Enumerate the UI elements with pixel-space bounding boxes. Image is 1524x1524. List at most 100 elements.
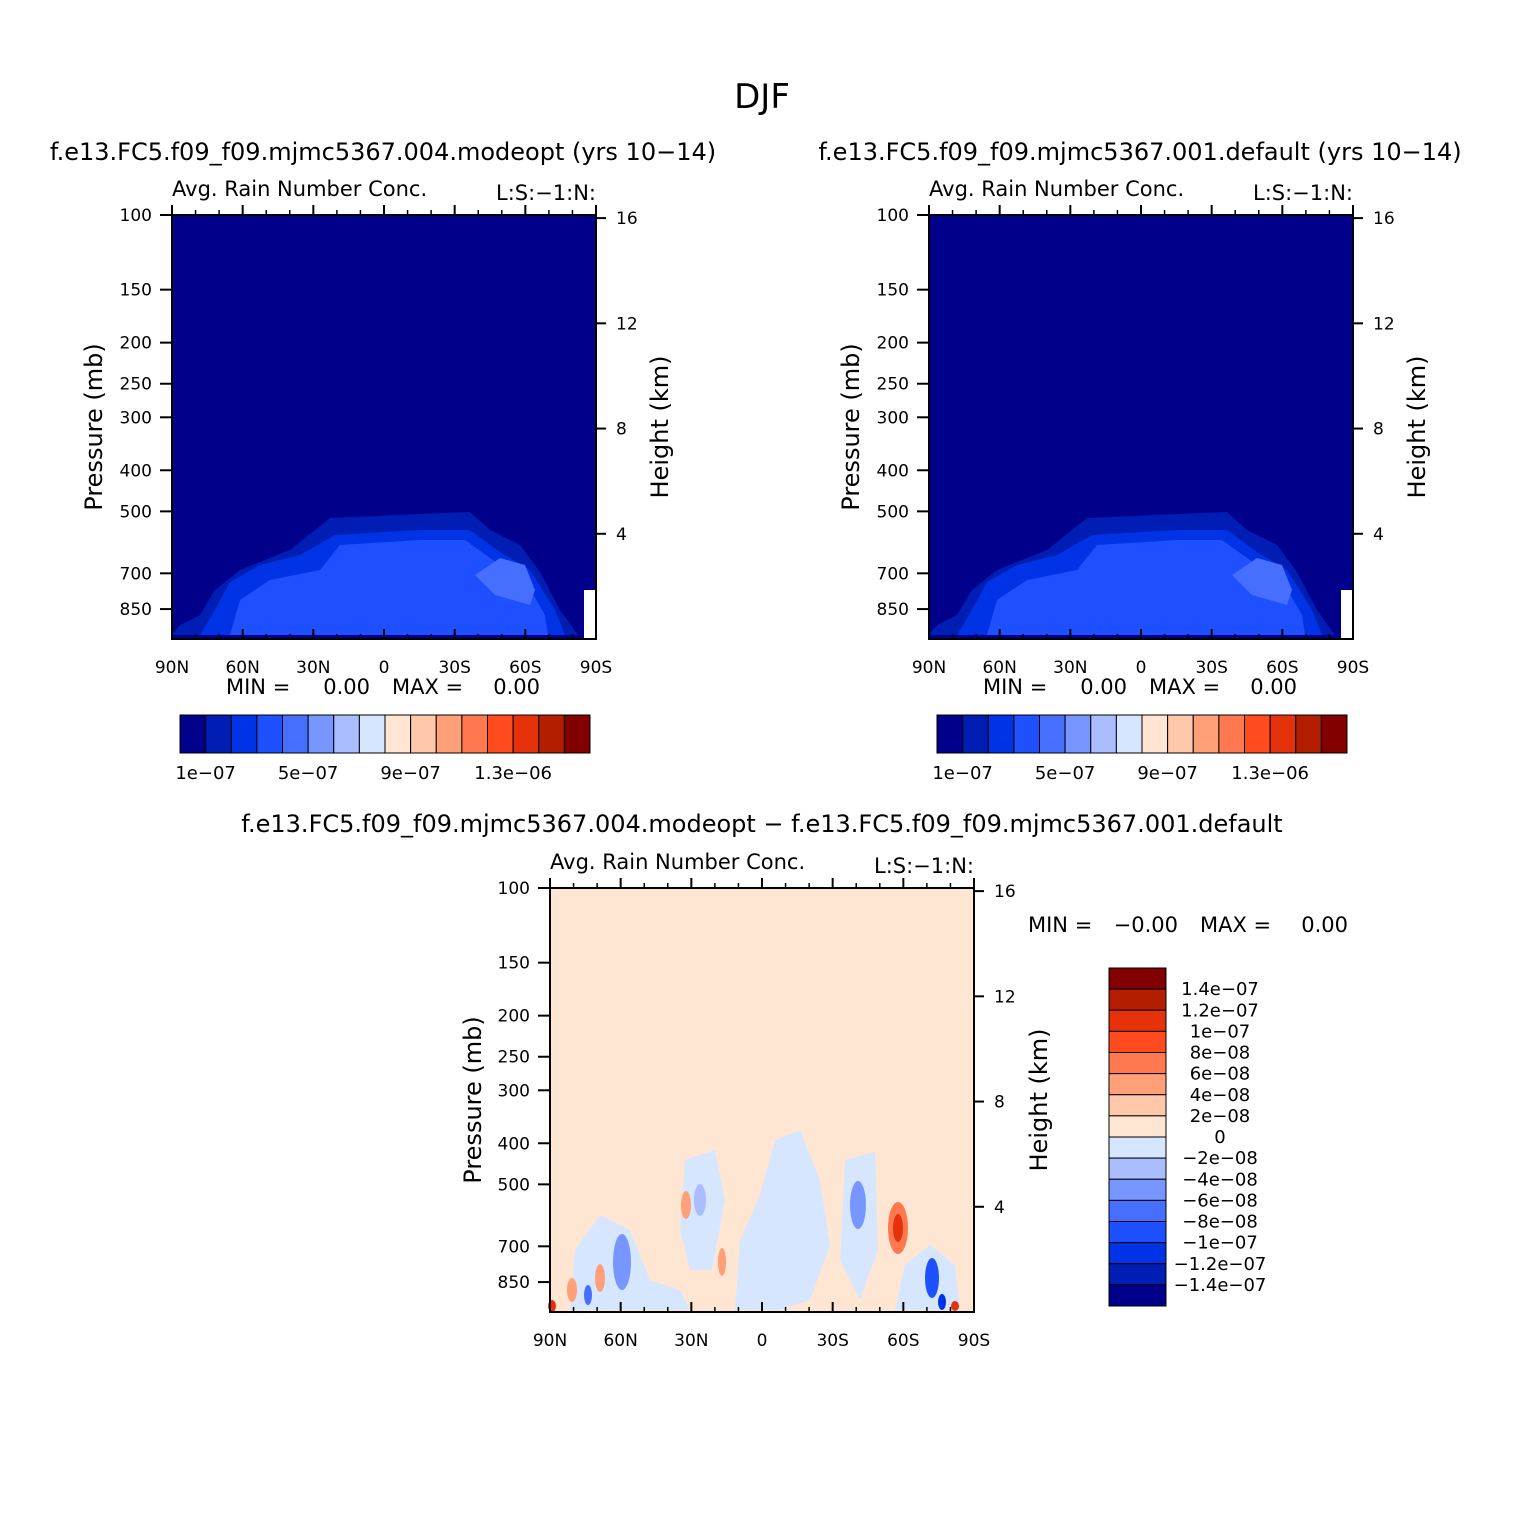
- field-positive-core: [567, 1278, 577, 1302]
- x-tick-label: 30N: [1053, 658, 1087, 678]
- panel-subtitle-left: Avg. Rain Number Conc.: [550, 850, 805, 874]
- colorbar-box: [384, 714, 412, 754]
- y-right-axis-label: Height (km): [646, 356, 674, 499]
- y-right-tick-label: 16: [1373, 209, 1395, 229]
- y-tick-label: 150: [120, 281, 152, 301]
- colorbar-label: 1.3e−06: [474, 763, 552, 784]
- colorbar-box: [1108, 1242, 1167, 1265]
- y-tick-label: 300: [120, 408, 152, 428]
- colorbar-label: −8e−08: [1182, 1212, 1258, 1233]
- max-value: 0.00: [493, 675, 540, 699]
- colorbar-label: 1.4e−07: [1181, 979, 1259, 1000]
- colorbar-box: [512, 714, 540, 754]
- y-tick-label: 500: [498, 1175, 530, 1195]
- colorbar: 1e−07 5e−07 9e−07 1.3e−06: [175, 714, 591, 784]
- y-right-tick-label: 16: [994, 882, 1016, 902]
- y-tick-label: 250: [877, 375, 909, 395]
- colorbar-box: [179, 714, 207, 754]
- field-contour-level-5: [1232, 558, 1292, 605]
- x-tick-label: 60N: [982, 658, 1016, 678]
- figure-title: DJF: [734, 77, 790, 117]
- colorbar-box: [1108, 1199, 1167, 1222]
- colorbar-label: 2e−08: [1190, 1106, 1251, 1127]
- y-right-tick-label: 8: [616, 420, 627, 440]
- x-tick-label: 60S: [509, 658, 541, 678]
- colorbar-box: [1108, 1030, 1167, 1053]
- y-tick-label: 850: [498, 1273, 530, 1293]
- y-tick-label: 400: [498, 1134, 530, 1154]
- colorbar-label: −2e−08: [1182, 1148, 1258, 1169]
- panel-modeopt: f.e13.FC5.f09_f09.mjmc5367.004.modeopt (…: [50, 138, 716, 784]
- y-tick-label: 100: [877, 206, 909, 226]
- colorbar-box: [1269, 714, 1297, 754]
- x-tick-label: 90S: [958, 1331, 990, 1351]
- x-tick-label: 60S: [887, 1331, 919, 1351]
- colorbar-box: [1244, 714, 1271, 754]
- colorbar-label: 8e−08: [1190, 1043, 1251, 1064]
- panel-default: f.e13.FC5.f09_f09.mjmc5367.001.default (…: [818, 138, 1461, 784]
- y-tick-label: 250: [498, 1048, 530, 1068]
- colorbar-box: [256, 714, 283, 754]
- colorbar-box: [205, 714, 232, 754]
- panel-difference: f.e13.FC5.f09_f09.mjmc5367.004.modeopt −…: [241, 810, 1348, 1351]
- x-tick-label: 90N: [533, 1331, 567, 1351]
- colorbar-label: 1e−07: [932, 763, 993, 784]
- panel-title: f.e13.FC5.f09_f09.mjmc5367.004.modeopt −…: [241, 810, 1282, 838]
- colorbar-label: −1.4e−07: [1174, 1275, 1267, 1296]
- y-right-tick-label: 4: [616, 525, 627, 545]
- colorbar-box: [1108, 1284, 1167, 1307]
- colorbar-box: [1108, 1115, 1167, 1138]
- y-tick-label: 850: [877, 600, 909, 620]
- colorbar-box: [1108, 1221, 1167, 1244]
- y-right-tick-label: 8: [1373, 420, 1384, 440]
- colorbar-label: −4e−08: [1182, 1169, 1258, 1190]
- panel-subtitle-right: L:S:−1:N:: [874, 854, 974, 878]
- colorbar: 1.4e−071.2e−071e−078e−086e−084e−082e−080…: [1108, 967, 1267, 1307]
- colorbar-box: [1218, 714, 1245, 754]
- colorbar-box: [962, 714, 989, 754]
- y-tick-label: 400: [120, 461, 152, 481]
- panel-subtitle-right: L:S:−1:N:: [1253, 181, 1353, 205]
- colorbar-box: [1108, 1157, 1167, 1180]
- field-negative-core: [584, 1285, 592, 1305]
- colorbar-box: [1090, 714, 1117, 754]
- colorbar-box: [1108, 1178, 1167, 1201]
- colorbar-box: [435, 714, 463, 754]
- y-right-tick-label: 4: [994, 1198, 1005, 1218]
- field-positive-core: [951, 1301, 959, 1311]
- y-tick-label: 500: [120, 502, 152, 522]
- colorbar-label: 1e−07: [175, 763, 236, 784]
- y-tick-label: 700: [498, 1237, 530, 1257]
- field-negative-core: [925, 1258, 939, 1298]
- colorbar-box: [1108, 988, 1167, 1011]
- y-right-tick-label: 8: [994, 1093, 1005, 1113]
- colorbar-box: [1108, 967, 1167, 990]
- colorbar-box: [1108, 1263, 1167, 1286]
- panel-subtitle-left: Avg. Rain Number Conc.: [172, 177, 427, 201]
- colorbar-box: [410, 714, 437, 754]
- y-axis-label: Pressure (mb): [80, 343, 108, 510]
- colorbar-box: [333, 714, 360, 754]
- colorbar: 1e−07 5e−07 9e−07 1.3e−06: [932, 714, 1348, 784]
- y-tick-label: 300: [877, 408, 909, 428]
- colorbar-box: [487, 714, 514, 754]
- min-label: MIN =: [983, 675, 1047, 699]
- panel-subtitle-right: L:S:−1:N:: [496, 181, 596, 205]
- colorbar-box: [1167, 714, 1194, 754]
- x-tick-label: 90S: [580, 658, 612, 678]
- colorbar-box: [538, 714, 565, 754]
- x-tick-label: 30S: [816, 1331, 848, 1351]
- colorbar-label: 1e−07: [1190, 1021, 1251, 1042]
- x-tick-label: 30N: [674, 1331, 708, 1351]
- colorbar-box: [1039, 714, 1066, 754]
- colorbar-box: [987, 714, 1015, 754]
- x-tick-label: 0: [757, 1331, 768, 1351]
- field-negative-core: [694, 1184, 706, 1216]
- colorbar-box: [1064, 714, 1092, 754]
- max-value: 0.00: [1250, 675, 1297, 699]
- colorbar-label: 4e−08: [1190, 1085, 1251, 1106]
- x-tick-label: 90N: [155, 658, 189, 678]
- colorbar-label: −1e−07: [1182, 1233, 1258, 1254]
- colorbar-box: [563, 714, 591, 754]
- colorbar-box: [1108, 1073, 1167, 1096]
